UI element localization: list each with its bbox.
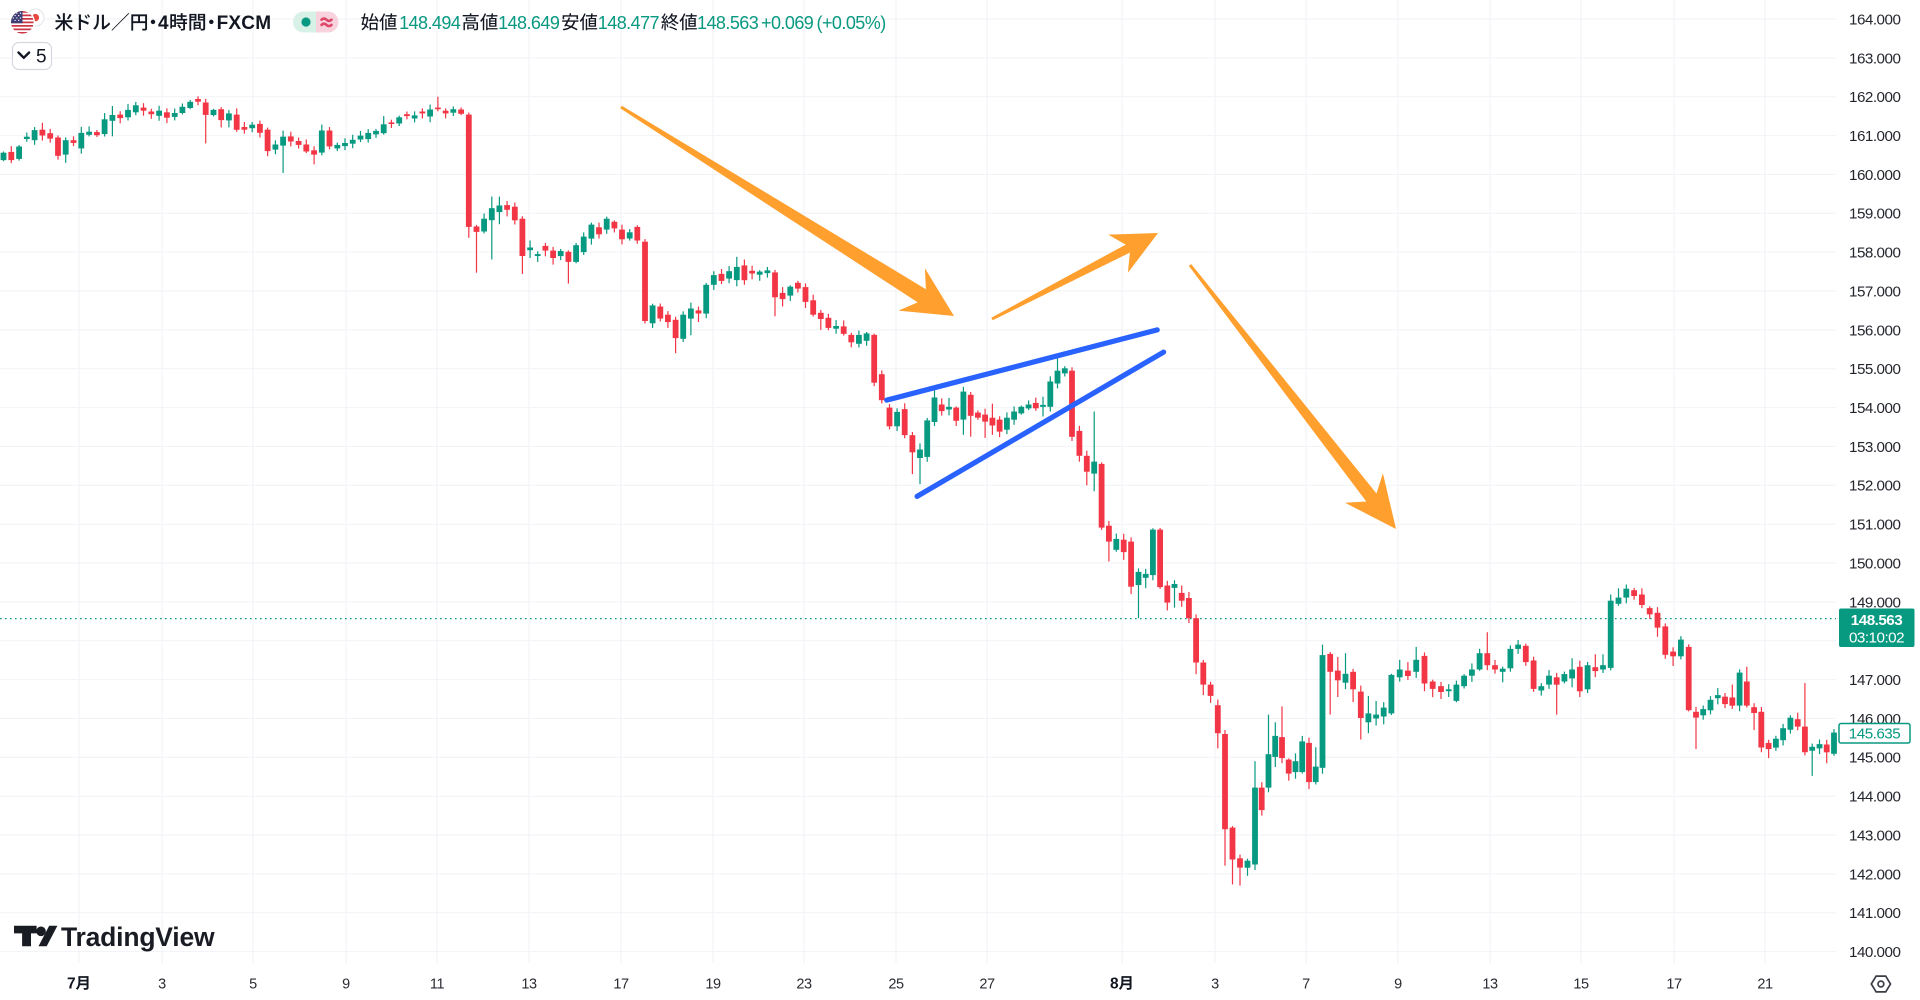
svg-text:7: 7 bbox=[1302, 977, 1310, 993]
svg-text:23: 23 bbox=[796, 977, 812, 993]
svg-text:3: 3 bbox=[158, 977, 166, 993]
svg-text:145.000: 145.000 bbox=[1849, 750, 1900, 767]
svg-text:13: 13 bbox=[521, 977, 537, 993]
svg-text:+0.069: +0.069 bbox=[761, 13, 814, 33]
svg-text:163.000: 163.000 bbox=[1849, 50, 1900, 67]
svg-text:19: 19 bbox=[705, 977, 721, 993]
svg-text:148.649: 148.649 bbox=[498, 13, 560, 33]
svg-text:160.000: 160.000 bbox=[1849, 167, 1900, 184]
svg-text:11: 11 bbox=[430, 977, 445, 993]
svg-text:FXCM: FXCM bbox=[217, 13, 272, 34]
svg-text:154.000: 154.000 bbox=[1849, 400, 1900, 417]
svg-text:13: 13 bbox=[1482, 977, 1498, 993]
svg-text:3: 3 bbox=[1211, 977, 1219, 993]
svg-text:149.000: 149.000 bbox=[1849, 594, 1900, 611]
svg-text:143.000: 143.000 bbox=[1849, 827, 1900, 844]
svg-text:5: 5 bbox=[249, 977, 257, 993]
svg-text:148.563: 148.563 bbox=[697, 13, 759, 33]
svg-text:162.000: 162.000 bbox=[1849, 89, 1900, 106]
svg-text:21: 21 bbox=[1757, 977, 1773, 993]
svg-text:150.000: 150.000 bbox=[1849, 555, 1900, 572]
svg-text:TradingView: TradingView bbox=[61, 922, 215, 952]
svg-text:4: 4 bbox=[158, 13, 169, 34]
svg-text:9: 9 bbox=[1394, 977, 1402, 993]
svg-text:153.000: 153.000 bbox=[1849, 439, 1900, 456]
svg-text:159.000: 159.000 bbox=[1849, 206, 1900, 223]
svg-text:156.000: 156.000 bbox=[1849, 322, 1900, 339]
svg-text:141.000: 141.000 bbox=[1849, 905, 1900, 922]
svg-text:(+0.05%): (+0.05%) bbox=[817, 13, 886, 33]
svg-text:27: 27 bbox=[979, 977, 995, 993]
svg-text:144.000: 144.000 bbox=[1849, 789, 1900, 806]
svg-text:17: 17 bbox=[1666, 977, 1682, 993]
svg-text:142.000: 142.000 bbox=[1849, 866, 1900, 883]
svg-text:161.000: 161.000 bbox=[1849, 128, 1900, 145]
svg-text:147.000: 147.000 bbox=[1849, 672, 1900, 689]
svg-text:164.000: 164.000 bbox=[1849, 11, 1900, 28]
svg-text:140.000: 140.000 bbox=[1849, 944, 1900, 961]
svg-text:9: 9 bbox=[342, 977, 350, 993]
svg-text:148.477: 148.477 bbox=[598, 13, 660, 33]
svg-text:148.563: 148.563 bbox=[1851, 612, 1902, 629]
svg-text:148.494: 148.494 bbox=[399, 13, 461, 33]
svg-text:03:10:02: 03:10:02 bbox=[1849, 630, 1904, 647]
svg-text:5: 5 bbox=[36, 47, 47, 68]
svg-text:15: 15 bbox=[1573, 977, 1589, 993]
svg-text:157.000: 157.000 bbox=[1849, 283, 1900, 300]
svg-text:7: 7 bbox=[67, 976, 76, 993]
svg-text:8: 8 bbox=[1110, 976, 1119, 993]
svg-text:145.635: 145.635 bbox=[1849, 726, 1900, 743]
svg-text:17: 17 bbox=[613, 977, 629, 993]
svg-text:158.000: 158.000 bbox=[1849, 245, 1900, 262]
svg-text:152.000: 152.000 bbox=[1849, 478, 1900, 495]
svg-text:155.000: 155.000 bbox=[1849, 361, 1900, 378]
svg-text:25: 25 bbox=[888, 977, 904, 993]
svg-text:151.000: 151.000 bbox=[1849, 517, 1900, 534]
